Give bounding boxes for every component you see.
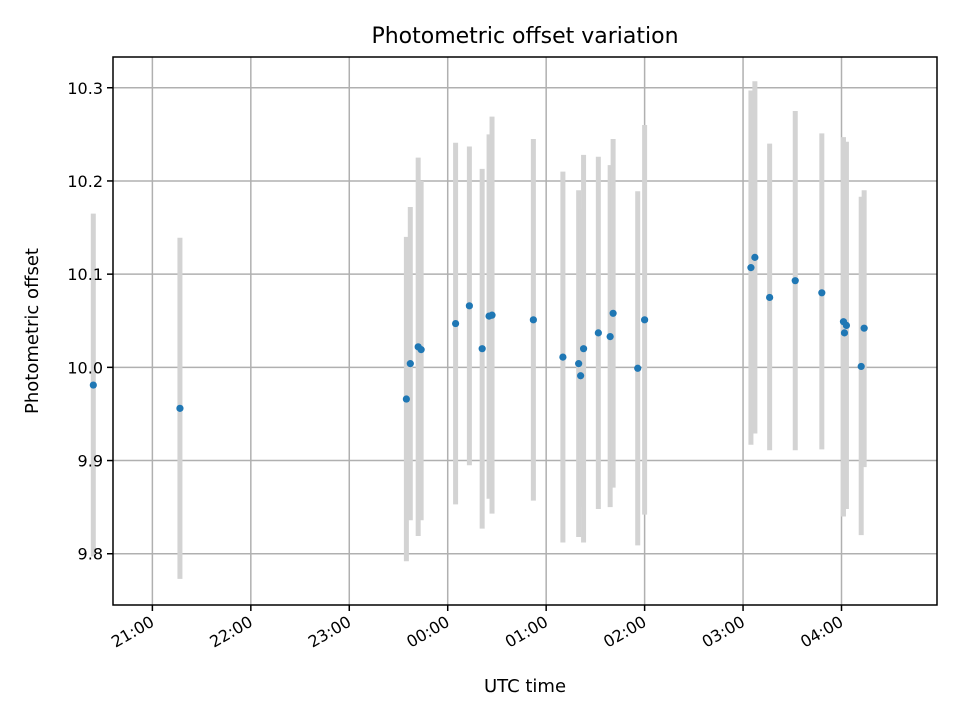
x-tick-label: 00:00 — [403, 612, 452, 652]
x-tick-label: 01:00 — [502, 612, 551, 652]
data-point — [529, 316, 537, 324]
data-point — [842, 321, 851, 330]
y-tick-label: 10.2 — [67, 172, 103, 191]
data-point — [766, 293, 774, 302]
data-point — [857, 362, 865, 371]
x-tick-label: 23:00 — [305, 612, 354, 652]
data-point — [860, 324, 868, 332]
y-tick-label: 10.0 — [67, 358, 103, 377]
data-point — [417, 346, 425, 354]
data-point — [840, 329, 849, 337]
data-point — [488, 311, 496, 319]
data-point — [609, 309, 617, 317]
x-axis-ticks: 21:00 22:00 23:00 00:00 01:00 02:00 03:00 04:00 — [108, 605, 847, 652]
data-point — [402, 395, 410, 403]
grid — [113, 57, 937, 605]
data-point — [176, 404, 184, 412]
x-axis-label: UTC time — [484, 676, 566, 697]
data-point — [451, 319, 460, 328]
data-point — [641, 316, 649, 324]
data-point — [406, 360, 414, 368]
x-tick-label: 03:00 — [699, 612, 748, 652]
data-point — [606, 332, 614, 341]
data-point — [594, 329, 602, 337]
data-point — [751, 253, 759, 261]
plot-frame — [112, 56, 938, 606]
data-point — [747, 264, 755, 272]
error-bars — [90, 81, 867, 579]
x-tick-label: 02:00 — [600, 612, 649, 652]
data-point — [559, 353, 567, 361]
data-point — [478, 345, 486, 353]
data-point — [818, 289, 826, 297]
data-point — [634, 364, 642, 372]
x-tick-label: 22:00 — [206, 612, 255, 652]
y-axis-label: Photometric offset — [22, 248, 43, 414]
data-point — [575, 360, 583, 368]
data-point — [791, 277, 799, 285]
y-tick-label: 10.1 — [67, 265, 103, 284]
y-tick-label: 9.9 — [78, 452, 103, 471]
x-tick-label: 21:00 — [108, 612, 157, 652]
data-point — [579, 345, 588, 353]
y-tick-label: 9.8 — [78, 545, 103, 564]
y-axis-ticks: 9.8 9.9 10.0 10.1 10.2 10.3 — [67, 79, 113, 564]
x-tick-label: 04:00 — [797, 612, 846, 652]
data-point — [577, 372, 585, 380]
data-point — [465, 302, 473, 310]
y-tick-label: 10.3 — [67, 79, 103, 98]
chart-title: Photometric offset variation — [371, 24, 678, 49]
data-points — [89, 253, 868, 412]
data-point — [89, 381, 97, 389]
